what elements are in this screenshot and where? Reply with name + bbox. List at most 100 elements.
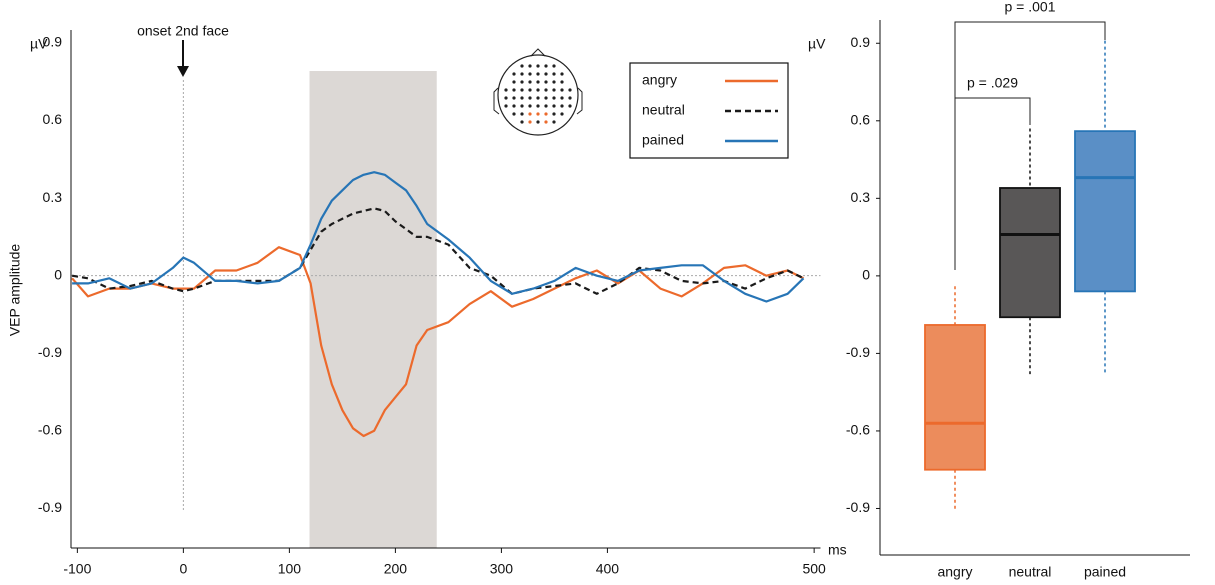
electrode-dot <box>552 112 556 116</box>
electrode-dot <box>544 112 548 116</box>
box <box>999 187 1061 319</box>
electrode-dot <box>544 88 548 92</box>
y-tick-label: 0.3 <box>851 189 871 205</box>
head-ear <box>493 87 500 115</box>
highlight-window <box>309 71 437 548</box>
electrode-dot <box>552 72 556 76</box>
y-axis-label: VEP amplitude <box>7 244 23 337</box>
y-tick-label: 0.3 <box>43 189 63 205</box>
electrode-dot <box>552 64 556 68</box>
electrode-dot <box>512 88 516 92</box>
electrode-dot <box>544 72 548 76</box>
x-tick-label: 200 <box>384 561 408 577</box>
electrode-dot <box>536 88 540 92</box>
x-tick-label: 100 <box>278 561 302 577</box>
electrode-dot <box>528 64 532 68</box>
electrode-dot <box>528 112 532 116</box>
x-tick-label: neutral <box>1009 564 1052 580</box>
electrode-dot <box>536 112 540 116</box>
electrode-dot <box>544 120 548 124</box>
electrode-dot <box>568 96 572 100</box>
y-tick-label: 0.9 <box>43 34 63 50</box>
onset-annotation: onset 2nd face <box>137 23 229 39</box>
head-nose <box>530 48 546 57</box>
electrode-dot <box>568 88 572 92</box>
legend-label: angry <box>642 72 677 88</box>
x-tick-label: pained <box>1084 564 1126 580</box>
line-0 <box>71 246 804 438</box>
electrode-dot <box>512 80 516 84</box>
electrode-dot <box>552 120 556 124</box>
x-tick-label: -100 <box>63 561 91 577</box>
electrode-dot <box>528 96 532 100</box>
x-tick-label: 500 <box>802 561 826 577</box>
electrode-dot <box>568 104 572 108</box>
electrode-dot <box>536 72 540 76</box>
electrode-dot <box>544 96 548 100</box>
electrode-dot <box>560 80 564 84</box>
significance-bracket <box>954 21 1106 268</box>
electrode-dot <box>512 104 516 108</box>
electrode-dot <box>520 120 524 124</box>
x-unit: ms <box>828 542 847 558</box>
head-outline <box>497 54 579 136</box>
electrode-dot <box>560 112 564 116</box>
electrode-dot <box>520 104 524 108</box>
electrode-dot <box>528 72 532 76</box>
x-tick-label: angry <box>937 564 972 580</box>
y-tick-label: -0.9 <box>38 344 62 360</box>
box <box>1074 130 1136 293</box>
electrode-dot <box>528 80 532 84</box>
electrode-dot <box>520 80 524 84</box>
x-tick-label: 300 <box>490 561 514 577</box>
significance-label: p = .029 <box>967 75 1018 91</box>
electrode-dot <box>552 104 556 108</box>
y-tick-label: -0.6 <box>846 422 870 438</box>
electrode-dot <box>528 104 532 108</box>
electrode-dot <box>552 80 556 84</box>
line-1 <box>71 207 804 295</box>
electrode-dot <box>552 88 556 92</box>
electrode-dot <box>536 64 540 68</box>
electrode-dot <box>560 72 564 76</box>
electrode-dot <box>528 120 532 124</box>
legend-label: neutral <box>642 102 685 118</box>
significance-label: p = .001 <box>1005 0 1056 15</box>
electrode-dot <box>536 80 540 84</box>
y-tick-label: 0.6 <box>43 111 63 127</box>
y-tick-label: -0.6 <box>38 422 62 438</box>
y-tick-label: -0.9 <box>38 499 62 515</box>
electrode-dot <box>560 88 564 92</box>
legend-label: pained <box>642 132 684 148</box>
electrode-dot <box>544 80 548 84</box>
electrode-dot <box>528 88 532 92</box>
electrode-dot <box>560 104 564 108</box>
y-tick-label: 0.9 <box>851 34 871 50</box>
electrode-dot <box>520 96 524 100</box>
electrode-dot <box>560 96 564 100</box>
y-tick-label: 0 <box>862 267 870 283</box>
y-tick-label: -0.9 <box>846 499 870 515</box>
x-tick-label: 0 <box>179 561 187 577</box>
y-tick-label: -0.9 <box>846 344 870 360</box>
electrode-dot <box>520 88 524 92</box>
electrode-dot <box>512 72 516 76</box>
y-tick-label: 0 <box>54 266 62 282</box>
electrode-dot <box>520 72 524 76</box>
y-unit: µV <box>30 36 48 52</box>
electrode-dot <box>536 104 540 108</box>
box <box>924 324 986 471</box>
electrode-dot <box>544 104 548 108</box>
electrode-dot <box>536 96 540 100</box>
x-tick-label: 400 <box>596 561 620 577</box>
onset-arrowhead <box>177 66 189 77</box>
electrode-dot <box>504 96 508 100</box>
box-y-unit: µV <box>808 36 826 52</box>
electrode-dot <box>512 96 516 100</box>
electrode-dot <box>552 96 556 100</box>
electrode-dot <box>520 64 524 68</box>
electrode-dot <box>544 64 548 68</box>
electrode-dot <box>520 112 524 116</box>
